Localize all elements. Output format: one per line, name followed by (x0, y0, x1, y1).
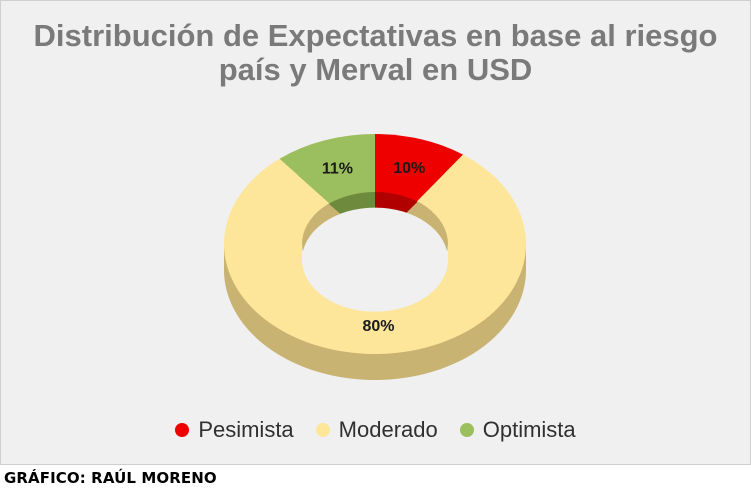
data-label-optimista: 11% (322, 161, 353, 178)
legend-item-optimista: Optimista (459, 417, 576, 443)
legend-label-pesimista: Pesimista (198, 417, 294, 442)
legend-item-moderado: Moderado (315, 417, 438, 443)
legend-marker-moderado (315, 423, 330, 437)
chart-credit: GRÁFICO: RAÚL MORENO (4, 469, 217, 487)
hole-floor-ellipse (302, 207, 448, 312)
donut-chart: 10% 80% 11% (224, 134, 527, 381)
legend-marker-optimista (459, 423, 474, 437)
chart-area: Distribución de Expectativas en base al … (0, 0, 751, 465)
chart-title-line-1: Distribución de Expectativas en base al … (33, 18, 718, 53)
legend-label-optimista: Optimista (482, 417, 576, 442)
legend-label-moderado: Moderado (338, 417, 438, 442)
legend-marker-pesimista (175, 423, 190, 437)
legend-item-pesimista: Pesimista (175, 417, 294, 443)
data-label-pesimista: 10% (393, 160, 425, 177)
chart-title-line-2: país y Merval en USD (218, 52, 533, 87)
chart-title: Distribución de Expectativas en base al … (1, 19, 750, 87)
data-label-moderado: 80% (362, 318, 394, 335)
chart-legend: Pesimista Moderado Optimista (1, 417, 750, 443)
